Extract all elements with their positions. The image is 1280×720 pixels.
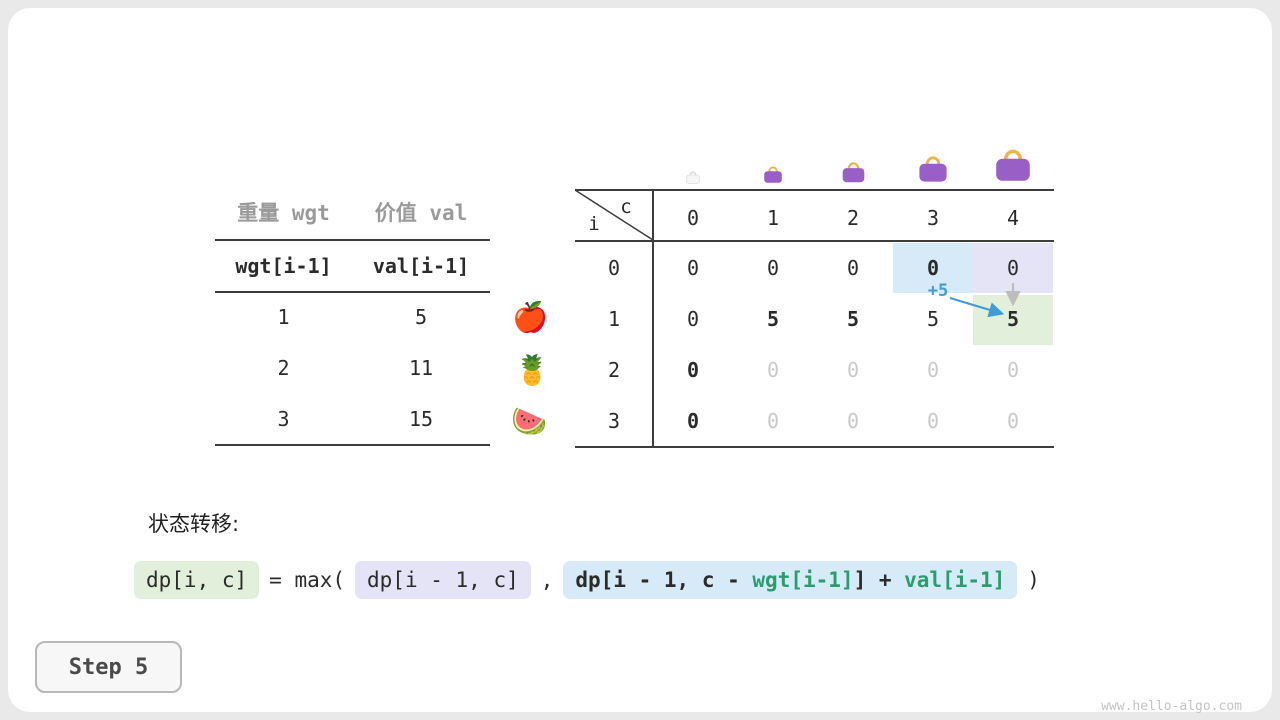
- formula-arg2-val: val[i-1]: [904, 568, 1006, 592]
- bag-icon-capacity-1: [762, 163, 784, 185]
- items-table-line-mid: [215, 291, 490, 293]
- transition-arrows: [949, 283, 1021, 318]
- state-transition-label: 状态转移:: [148, 512, 240, 536]
- dp-corner-col-label: c: [620, 196, 632, 218]
- dp-cell: 0: [846, 409, 860, 433]
- dp-cell: 0: [1006, 409, 1020, 433]
- dp-row-header: 3: [607, 409, 621, 433]
- dp-cell: 0: [766, 256, 780, 280]
- item-3-value: 15: [408, 407, 434, 431]
- dp-table-line-header: [575, 240, 1054, 242]
- state-transition-formula: dp[i, c] = max( dp[i - 1, c] , dp[i - 1,…: [134, 556, 1040, 604]
- formula-arg2-head: dp[i - 1, c -: [575, 568, 753, 592]
- dp-col-header: 3: [926, 206, 940, 230]
- dp-cell: 0: [686, 358, 700, 382]
- dp-col-header: 0: [686, 206, 700, 230]
- bag-icon-capacity-4: [992, 143, 1034, 185]
- site-watermark: www.hello-algo.com: [1101, 699, 1242, 714]
- dp-cell: 0: [686, 256, 700, 280]
- dp-row-3: 3 0 0 0 0 0: [575, 407, 1053, 435]
- formula-comma: ,: [540, 568, 554, 592]
- dp-cell: 0: [846, 256, 860, 280]
- dp-cell: 0: [846, 358, 860, 382]
- dp-corner-row-label: i: [588, 213, 600, 235]
- dp-row-2: 2 0 0 0 0 0: [575, 356, 1053, 384]
- dp-cell: 0: [686, 409, 700, 433]
- item-1-weight: 1: [277, 305, 290, 329]
- dp-row-header: 2: [607, 358, 621, 382]
- dp-row-1: 1 0 5 5 5 5: [575, 305, 1053, 333]
- dp-col-header: 2: [846, 206, 860, 230]
- formula-arg2-wgt: wgt[i-1]: [752, 568, 854, 592]
- transition-arrow-blue: [949, 296, 1005, 318]
- highlight-cell-row0-col3: [893, 243, 973, 293]
- dp-col-header: 4: [1006, 206, 1020, 230]
- dp-row-0: 0 0 0 0 0 0: [575, 254, 1053, 282]
- bag-icon-capacity-0: [685, 169, 701, 185]
- step-label: Step 5: [68, 654, 149, 680]
- watermelon-icon: 🍉: [510, 404, 548, 438]
- dp-row-header: 0: [607, 256, 621, 280]
- item-2-weight: 2: [277, 356, 290, 380]
- pineapple-icon: 🍍: [513, 353, 551, 387]
- step-badge: Step 5: [35, 641, 182, 693]
- item-1-value: 5: [414, 305, 428, 329]
- items-col-weight-header: 重量 wgt: [237, 201, 330, 225]
- dp-cell: 5: [846, 307, 860, 331]
- dp-table-line-top: [575, 189, 1054, 191]
- dp-cell: 0: [926, 409, 940, 433]
- dp-cell: 5: [766, 307, 780, 331]
- item-2-value: 11: [408, 356, 434, 380]
- items-table-line-bottom: [215, 444, 490, 446]
- formula-arg2-chip: dp[i - 1, c - wgt[i-1]] + val[i-1]: [563, 561, 1018, 599]
- dp-cell: 0: [1006, 256, 1020, 280]
- dp-cell: 5: [926, 307, 940, 331]
- formula-arg1-chip: dp[i - 1, c]: [355, 561, 531, 599]
- dp-cell: 0: [926, 256, 940, 280]
- dp-cell: 0: [1006, 358, 1020, 382]
- item-3-weight: 3: [277, 407, 290, 431]
- dp-row-header: 1: [607, 307, 621, 331]
- dp-table-line-bottom: [575, 446, 1054, 448]
- items-var-val: val[i-1]: [372, 254, 470, 278]
- formula-close-paren: ): [1027, 568, 1040, 592]
- bag-icon-capacity-2: [840, 158, 867, 185]
- formula-operator: = max(: [269, 568, 346, 592]
- items-col-value-header: 价值 val: [374, 201, 468, 225]
- items-table-line-top: [215, 239, 490, 241]
- formula-lhs-chip: dp[i, c]: [134, 561, 260, 599]
- dp-cell: 0: [766, 409, 780, 433]
- items-var-wgt: wgt[i-1]: [235, 254, 332, 278]
- dp-cell: 0: [686, 307, 700, 331]
- dp-cell: 0: [926, 358, 940, 382]
- dp-corner-diagonal: [575, 190, 653, 240]
- bag-icon-capacity-3: [916, 151, 950, 185]
- formula-arg2-mid: ] +: [853, 568, 905, 592]
- apple-icon: 🍎: [511, 300, 549, 334]
- dp-col-header: 1: [766, 206, 780, 230]
- dp-col-header-row: 0 1 2 3 4: [575, 204, 1053, 232]
- plus-five-annotation: +5: [927, 281, 949, 301]
- dp-cell: 5: [1006, 307, 1020, 331]
- dp-cell: 0: [766, 358, 780, 382]
- dp-table-line-vertical: [652, 189, 654, 448]
